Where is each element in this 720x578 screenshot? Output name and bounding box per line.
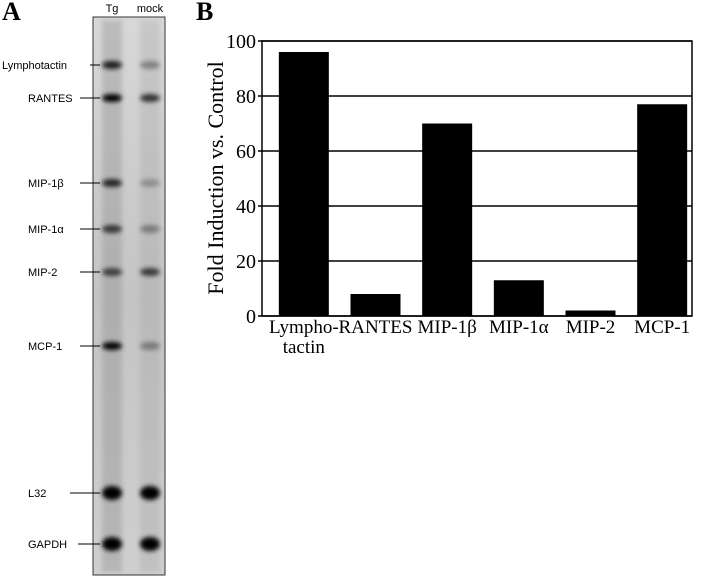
y-tick-label: 100 <box>226 31 256 53</box>
gel-band <box>102 225 122 233</box>
bar <box>565 310 616 316</box>
band-label: MIP-2 <box>28 267 57 279</box>
lane-label: mock <box>137 3 164 15</box>
panel-label: A <box>2 0 21 26</box>
gel-band <box>102 342 122 350</box>
gel-band <box>140 179 160 187</box>
gel-band <box>102 94 122 102</box>
x-tick-label: Lympho- tactin <box>268 317 339 358</box>
y-tick-label: 40 <box>236 196 256 218</box>
x-tick-label: RANTES <box>338 317 413 338</box>
band-label: L32 <box>28 488 46 500</box>
y-axis-label: Fold Induction vs. Control <box>203 61 228 294</box>
gel-band <box>102 268 122 276</box>
band-label: GAPDH <box>28 539 67 551</box>
x-tick-label: MIP-2 <box>565 317 616 338</box>
bar <box>278 52 329 316</box>
panel-label: B <box>196 0 213 26</box>
gel-band <box>102 179 122 187</box>
gel-band <box>140 537 160 551</box>
bar <box>637 104 688 316</box>
band-label: MIP-1α <box>28 224 64 236</box>
y-tick-label: 80 <box>236 86 256 108</box>
gel-band <box>102 61 122 69</box>
gel-lane-smear <box>102 20 122 572</box>
band-label: Lymphotactin <box>2 60 67 72</box>
gel-lane-smear <box>140 20 160 572</box>
gel-band <box>102 537 122 551</box>
gel-band <box>140 486 160 500</box>
x-tick-label: MIP-1β <box>417 317 477 338</box>
gel-band <box>140 94 160 102</box>
y-tick-label: 60 <box>236 141 256 163</box>
lane-label: Tg <box>106 3 119 15</box>
gel-band <box>140 268 160 276</box>
bar <box>422 123 473 316</box>
band-label: MCP-1 <box>28 341 62 353</box>
bar <box>350 294 401 316</box>
gel-band <box>140 342 160 350</box>
gel-band <box>102 486 122 500</box>
band-label: RANTES <box>28 93 73 105</box>
band-label: MIP-1β <box>28 178 64 190</box>
x-tick-label: MCP-1 <box>634 317 691 338</box>
gel-band <box>140 61 160 69</box>
gel-band <box>140 225 160 233</box>
y-tick-label: 20 <box>236 251 256 273</box>
y-tick-label: 0 <box>246 306 256 328</box>
bar <box>493 280 544 316</box>
x-tick-label: MIP-1α <box>489 317 549 338</box>
